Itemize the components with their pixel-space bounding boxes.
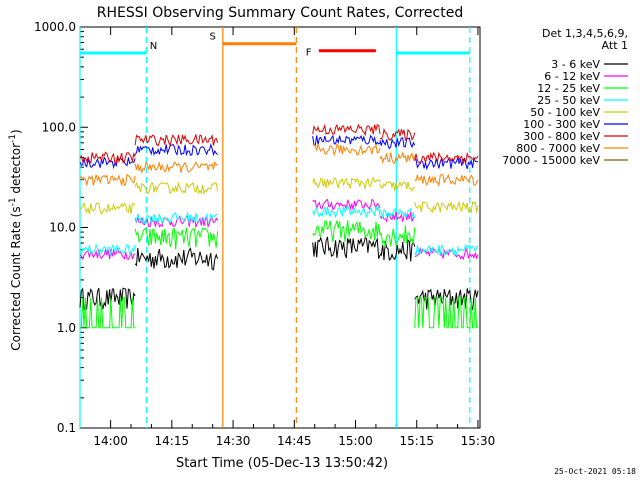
state-markers: N S F — [80, 32, 470, 58]
y-label-main: Corrected Count Rate (s — [9, 206, 23, 350]
series-trace — [134, 227, 219, 250]
y-label-mid: detector — [9, 143, 23, 198]
y-label-sup2: -1 — [8, 134, 18, 143]
legend-label: 100 - 300 keV — [523, 118, 600, 131]
legend-label: 300 - 800 keV — [523, 130, 600, 143]
series-trace — [379, 207, 416, 219]
marker-label-F: F — [306, 47, 312, 58]
series-trace — [134, 181, 219, 196]
series-trace — [79, 243, 136, 257]
series-trace — [414, 288, 479, 311]
legend-label: 12 - 25 keV — [537, 82, 600, 95]
series-trace — [379, 211, 415, 223]
series-trace — [79, 201, 136, 215]
series-trace — [312, 134, 381, 147]
y-tick-label: 100.0 — [42, 120, 76, 134]
series-trace — [312, 176, 381, 191]
y-tick-label: 1000.0 — [34, 20, 76, 34]
series-trace — [134, 211, 218, 225]
y-tick-label: 0.1 — [57, 421, 76, 435]
axes-ticks: 14:00 14:15 14:30 14:45 15:00 15:15 15:30 0.1 1.… — [34, 20, 495, 448]
x-tick-label: 14:45 — [277, 434, 312, 448]
series-trace — [379, 151, 416, 165]
series-trace — [134, 160, 218, 175]
series-trace — [379, 225, 416, 248]
series-trace — [79, 173, 136, 187]
x-tick-label: 14:00 — [93, 434, 128, 448]
series-trace — [79, 151, 136, 165]
legend-label: 6 - 12 keV — [544, 70, 600, 83]
legend-label: 50 - 100 keV — [530, 106, 600, 119]
x-tick-label: 15:15 — [399, 434, 434, 448]
series-trace — [414, 173, 479, 188]
y-label-sup1: -1 — [8, 197, 18, 206]
y-tick-label: 1.0 — [57, 321, 76, 335]
series-trace — [80, 297, 136, 329]
series-25-50-keV — [79, 204, 479, 257]
series-trace — [312, 236, 381, 259]
y-label-end: ) — [9, 129, 23, 134]
footer-date: 25-Oct-2021 05:18 — [554, 467, 636, 476]
series-trace — [379, 239, 416, 262]
x-tick-label: 15:30 — [461, 434, 496, 448]
x-tick-label: 14:15 — [155, 434, 190, 448]
y-axis-label: Corrected Count Rate (s-1 detector-1) — [8, 129, 23, 350]
series-trace — [312, 204, 381, 219]
series-12-25-keV — [80, 220, 478, 329]
series-trace — [134, 215, 219, 229]
data-series — [79, 123, 479, 329]
series-trace — [312, 123, 381, 137]
series-trace — [312, 143, 381, 157]
legend-header: Det 1,3,4,5,6,9, — [542, 27, 628, 40]
y-tick-label: 10.0 — [49, 221, 76, 235]
series-trace — [379, 127, 416, 141]
series-trace — [414, 156, 479, 171]
series-trace — [414, 243, 479, 257]
series-trace — [414, 297, 478, 329]
svg-text:Corrected Count Rate (s-1 dete: Corrected Count Rate (s-1 detector-1) — [8, 129, 23, 350]
legend-label: 7000 - 15000 keV — [502, 154, 600, 167]
series-trace — [379, 137, 416, 150]
series-300-800-keV — [79, 123, 479, 165]
series-100-300-keV — [79, 134, 479, 171]
series-trace — [79, 247, 136, 261]
legend-label: 800 - 7000 keV — [516, 142, 600, 155]
marker-label-N: N — [150, 41, 157, 52]
series-trace — [312, 220, 381, 243]
legend-label: 3 - 6 keV — [551, 58, 600, 71]
series-trace — [414, 151, 479, 165]
series-trace — [79, 156, 136, 170]
series-trace — [79, 287, 136, 311]
series-trace — [134, 142, 218, 157]
chart-title: RHESSI Observing Summary Count Rates, Co… — [97, 5, 463, 21]
series-50-100-keV — [79, 176, 479, 215]
series-trace — [414, 200, 479, 215]
series-trace — [379, 180, 415, 192]
series-trace — [134, 247, 219, 271]
legend-label: 25 - 50 keV — [537, 94, 600, 107]
series-800-7000-keV — [79, 143, 479, 188]
x-tick-label: 14:30 — [216, 434, 251, 448]
vertical-marker-lines — [79, 27, 471, 428]
x-axis-label: Start Time (05-Dec-13 13:50:42) — [176, 456, 388, 471]
plot-frame — [79, 26, 481, 429]
legend-header: Att 1 — [602, 39, 628, 52]
marker-label-S: S — [209, 32, 215, 43]
series-trace — [134, 133, 219, 147]
x-tick-label: 15:00 — [338, 434, 373, 448]
